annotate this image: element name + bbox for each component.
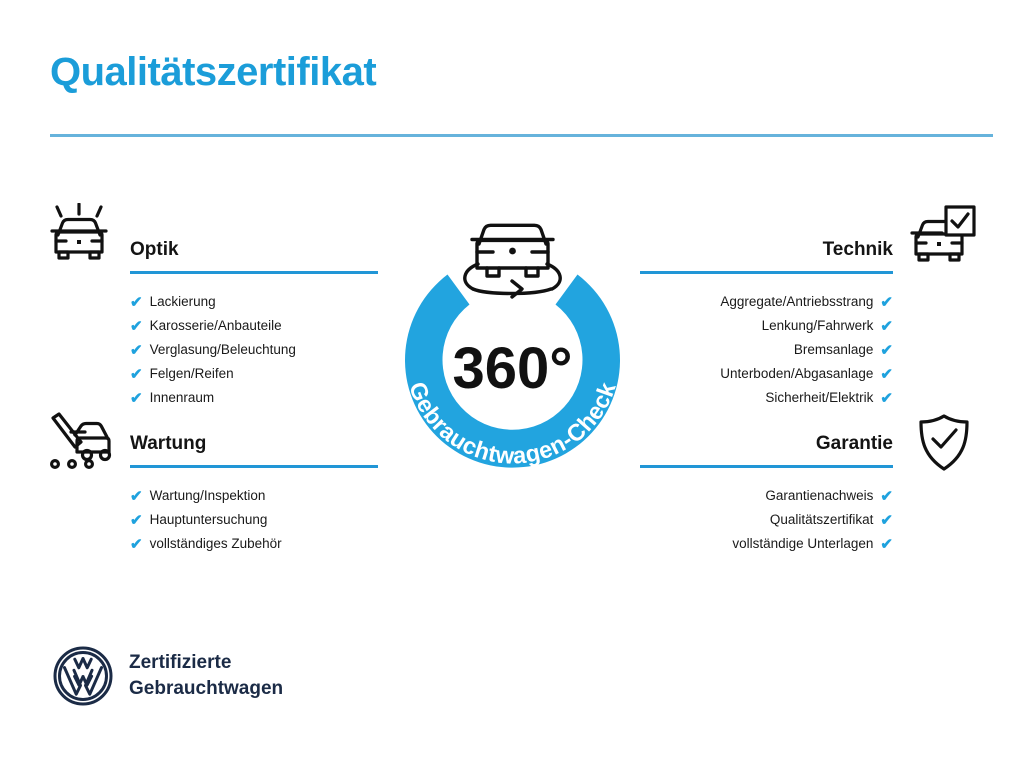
footer-line-2: Gebrauchtwagen <box>129 678 284 699</box>
section-title: Technik <box>822 239 893 260</box>
check-icon: ✔ <box>130 341 143 359</box>
section-wartung: Wartung ✔ Wartung/Inspektion ✔ Hauptunters… <box>130 432 378 556</box>
check-icon: ✔ <box>130 535 143 553</box>
section-divider <box>640 271 893 274</box>
badge-center-text: 360° <box>453 336 573 401</box>
list-item-label: Bremsanlage <box>793 342 874 357</box>
title-divider <box>50 134 993 137</box>
section-title: Wartung <box>130 433 207 454</box>
footer-branding: Zertifizierte Gebrauchtwagen <box>52 645 283 707</box>
car-shine-icon <box>45 202 115 270</box>
section-divider <box>640 465 893 468</box>
check-icon: ✔ <box>880 389 893 407</box>
section-header-technik: Technik <box>640 238 893 274</box>
section-divider <box>130 271 378 274</box>
check-icon: ✔ <box>130 365 143 383</box>
list-item: vollständige Unterlagen ✔ <box>640 532 893 556</box>
car-service-icon <box>45 412 115 479</box>
checklist-garantie: Garantienachweis ✔ Qualitätszertifikat ✔ v… <box>640 484 893 556</box>
section-optik: Optik ✔ Lackierung ✔ Karosserie/Anbauteile… <box>130 238 378 410</box>
list-item-label: vollständige Unterlagen <box>732 536 874 551</box>
page-title: Qualitätszertifikat <box>50 50 377 94</box>
check-icon: ✔ <box>880 341 893 359</box>
list-item-label: vollständiges Zubehör <box>149 536 282 551</box>
list-item-label: Felgen/Reifen <box>149 366 234 381</box>
section-header-wartung: Wartung <box>130 432 378 468</box>
list-item-label: Unterboden/Abgasanlage <box>720 366 874 381</box>
list-item: Bremsanlage ✔ <box>640 338 893 362</box>
list-item: ✔ Hauptuntersuchung <box>130 508 378 532</box>
list-item-label: Aggregate/Antriebsstrang <box>720 294 874 309</box>
check-icon: ✔ <box>130 389 143 407</box>
list-item-label: Garantienachweis <box>765 488 874 503</box>
check-icon: ✔ <box>130 511 143 529</box>
list-item: ✔ Wartung/Inspektion <box>130 484 378 508</box>
list-item-label: Verglasung/Beleuchtung <box>149 342 296 357</box>
list-item-label: Hauptuntersuchung <box>149 512 268 527</box>
car-checkbox-icon <box>908 203 978 270</box>
shield-check-icon <box>916 412 972 479</box>
list-item-label: Qualitätszertifikat <box>769 512 874 527</box>
list-item: ✔ Innenraum <box>130 386 378 410</box>
check-icon: ✔ <box>880 535 893 553</box>
list-item-label: Karosserie/Anbauteile <box>149 318 282 333</box>
list-item-label: Lackierung <box>149 294 216 309</box>
list-item: Unterboden/Abgasanlage ✔ <box>640 362 893 386</box>
section-title: Garantie <box>815 433 893 454</box>
section-garantie: Garantie Garantienachweis ✔ Qualitätszert… <box>640 432 893 556</box>
section-header-optik: Optik <box>130 238 378 274</box>
checklist-optik: ✔ Lackierung ✔ Karosserie/Anbauteile ✔ Verg… <box>130 290 378 410</box>
gebrauchtwagen-check-badge: 360° Gebrauchtwagen-Check <box>375 196 650 496</box>
list-item: Qualitätszertifikat ✔ <box>640 508 893 532</box>
list-item: ✔ Lackierung <box>130 290 378 314</box>
section-divider <box>130 465 378 468</box>
list-item-label: Wartung/Inspektion <box>149 488 266 503</box>
footer-line-1: Zertifizierte <box>129 652 232 673</box>
list-item: ✔ Verglasung/Beleuchtung <box>130 338 378 362</box>
check-icon: ✔ <box>880 487 893 505</box>
check-icon: ✔ <box>130 293 143 311</box>
check-icon: ✔ <box>130 487 143 505</box>
section-header-garantie: Garantie <box>640 432 893 468</box>
badge-ring <box>405 274 620 468</box>
check-icon: ✔ <box>880 511 893 529</box>
list-item: Garantienachweis ✔ <box>640 484 893 508</box>
check-icon: ✔ <box>880 293 893 311</box>
list-item: ✔ Felgen/Reifen <box>130 362 378 386</box>
car-rotate-icon <box>463 223 562 299</box>
check-icon: ✔ <box>130 317 143 335</box>
checklist-technik: Aggregate/Antriebsstrang ✔ Lenkung/Fahrwe… <box>640 290 893 410</box>
check-icon: ✔ <box>880 365 893 383</box>
list-item-label: Sicherheit/Elektrik <box>765 390 874 405</box>
section-title: Optik <box>130 239 179 260</box>
check-icon: ✔ <box>880 317 893 335</box>
list-item-label: Innenraum <box>149 390 215 405</box>
footer-text: Zertifizierte Gebrauchtwagen <box>129 650 283 702</box>
list-item: Sicherheit/Elektrik ✔ <box>640 386 893 410</box>
list-item: Aggregate/Antriebsstrang ✔ <box>640 290 893 314</box>
list-item: Lenkung/Fahrwerk ✔ <box>640 314 893 338</box>
list-item: ✔ Karosserie/Anbauteile <box>130 314 378 338</box>
checklist-wartung: ✔ Wartung/Inspektion ✔ Hauptuntersuchung ✔… <box>130 484 378 556</box>
list-item-label: Lenkung/Fahrwerk <box>761 318 874 333</box>
list-item: ✔ vollständiges Zubehör <box>130 532 378 556</box>
vw-logo <box>53 646 113 706</box>
section-technik: Technik Aggregate/Antriebsstrang ✔ Lenkun… <box>640 238 893 410</box>
